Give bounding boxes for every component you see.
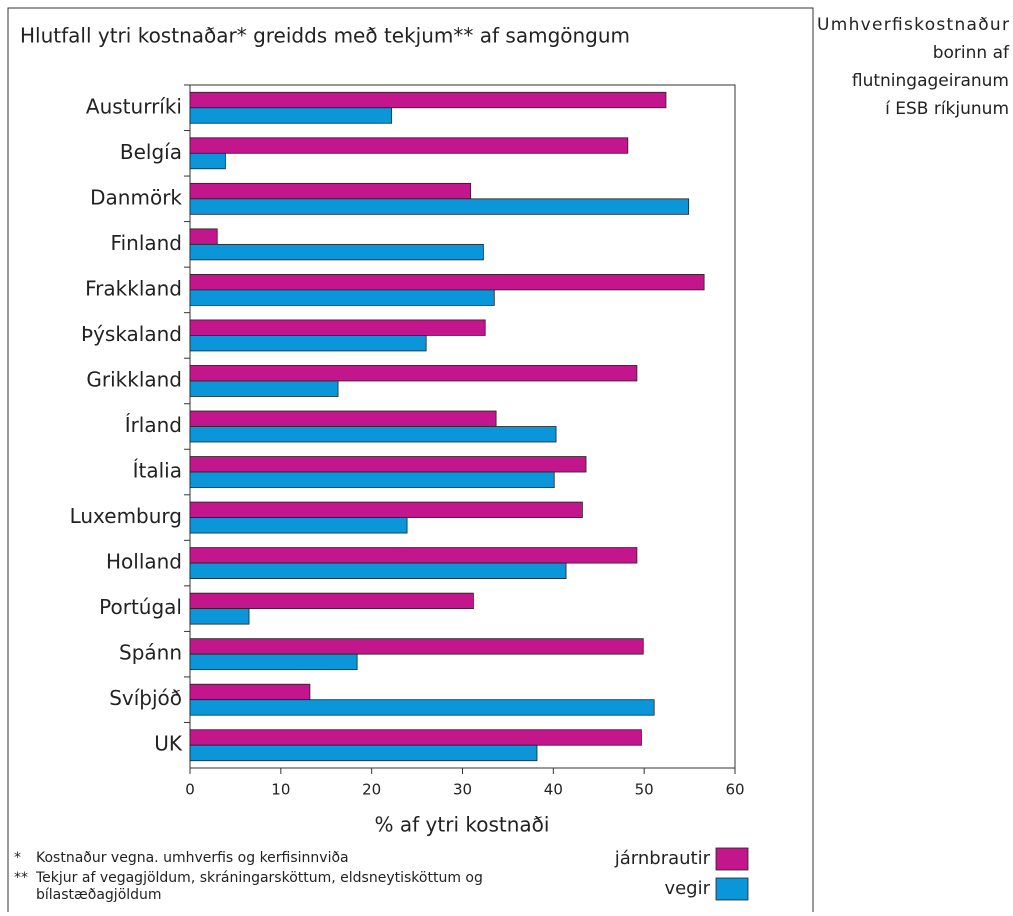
y-tick-label: Spánn xyxy=(119,641,182,665)
y-tick-label: Holland xyxy=(106,550,182,574)
x-tick-label: 30 xyxy=(453,781,472,799)
bar xyxy=(189,335,427,352)
bar xyxy=(189,517,408,534)
bar xyxy=(189,638,644,655)
bar xyxy=(189,699,655,716)
y-tick-label: Luxemburg xyxy=(70,504,182,528)
x-axis-label: % af ytri kostnaði xyxy=(375,813,550,837)
legend-swatch xyxy=(715,847,749,871)
legend-label: vegir xyxy=(664,878,710,899)
note-mark: ** xyxy=(14,870,28,886)
bar xyxy=(189,91,667,109)
y-tick-label: Grikkland xyxy=(86,367,182,391)
bar xyxy=(189,365,638,382)
y-tick-label: Þýskaland xyxy=(81,322,182,346)
bar xyxy=(189,152,226,170)
bar xyxy=(189,501,583,518)
side-title: Umhverfiskostnaður xyxy=(817,15,1009,35)
y-tick-label: Ítalia xyxy=(133,459,182,483)
bar xyxy=(189,729,642,746)
bar xyxy=(189,182,472,200)
legend-swatch xyxy=(715,877,749,901)
legend-label: járnbrautir xyxy=(614,848,711,869)
bar xyxy=(189,653,358,671)
bar xyxy=(189,273,705,291)
y-tick-label: Írland xyxy=(125,413,182,437)
bar xyxy=(189,137,629,154)
bar xyxy=(189,243,484,261)
y-tick-label: Svíþjóð xyxy=(109,686,182,710)
bar xyxy=(189,547,638,564)
y-tick-label: Finland xyxy=(111,231,182,255)
bar xyxy=(189,410,497,427)
bar xyxy=(189,471,555,488)
y-tick-label: Austurríki xyxy=(86,94,182,118)
bar xyxy=(189,592,474,610)
note-mark: * xyxy=(14,850,21,866)
y-tick-label: Frakkland xyxy=(85,276,182,300)
bar xyxy=(189,319,486,336)
note-text: Tekjur af vegagjöldum, skráningarsköttum… xyxy=(35,870,483,886)
x-tick-label: 20 xyxy=(362,781,381,799)
note-text: bílastæðagjöldum xyxy=(36,887,162,903)
y-tick-label: Belgía xyxy=(120,140,182,164)
bar xyxy=(189,456,587,473)
x-tick-label: 50 xyxy=(635,781,654,799)
side-title: borinn af xyxy=(933,43,1010,63)
x-tick-label: 40 xyxy=(544,781,563,799)
chart-frame xyxy=(7,7,814,916)
x-tick-label: 10 xyxy=(271,781,290,799)
bar xyxy=(189,380,339,397)
bar xyxy=(189,107,393,124)
y-tick-label: UK xyxy=(154,732,183,756)
x-tick-label: 0 xyxy=(185,781,195,799)
chart-title: Hlutfall ytri kostnaðar* greidds með tek… xyxy=(20,24,630,48)
y-tick-label: Portúgal xyxy=(99,595,182,619)
y-tick-label: Danmörk xyxy=(90,185,182,209)
bar xyxy=(189,198,690,215)
bar xyxy=(189,744,538,762)
bar xyxy=(189,228,218,245)
bar xyxy=(189,426,557,443)
bar xyxy=(189,683,311,701)
side-title: í ESB ríkjunum xyxy=(885,99,1009,119)
note-text: Kostnaður vegna. umhverfis og kerfisinnv… xyxy=(36,850,349,866)
x-tick-label: 60 xyxy=(725,781,744,799)
side-title: flutningageiranum xyxy=(852,71,1009,91)
bar xyxy=(189,608,250,625)
bar xyxy=(189,289,495,306)
bar xyxy=(189,562,567,579)
